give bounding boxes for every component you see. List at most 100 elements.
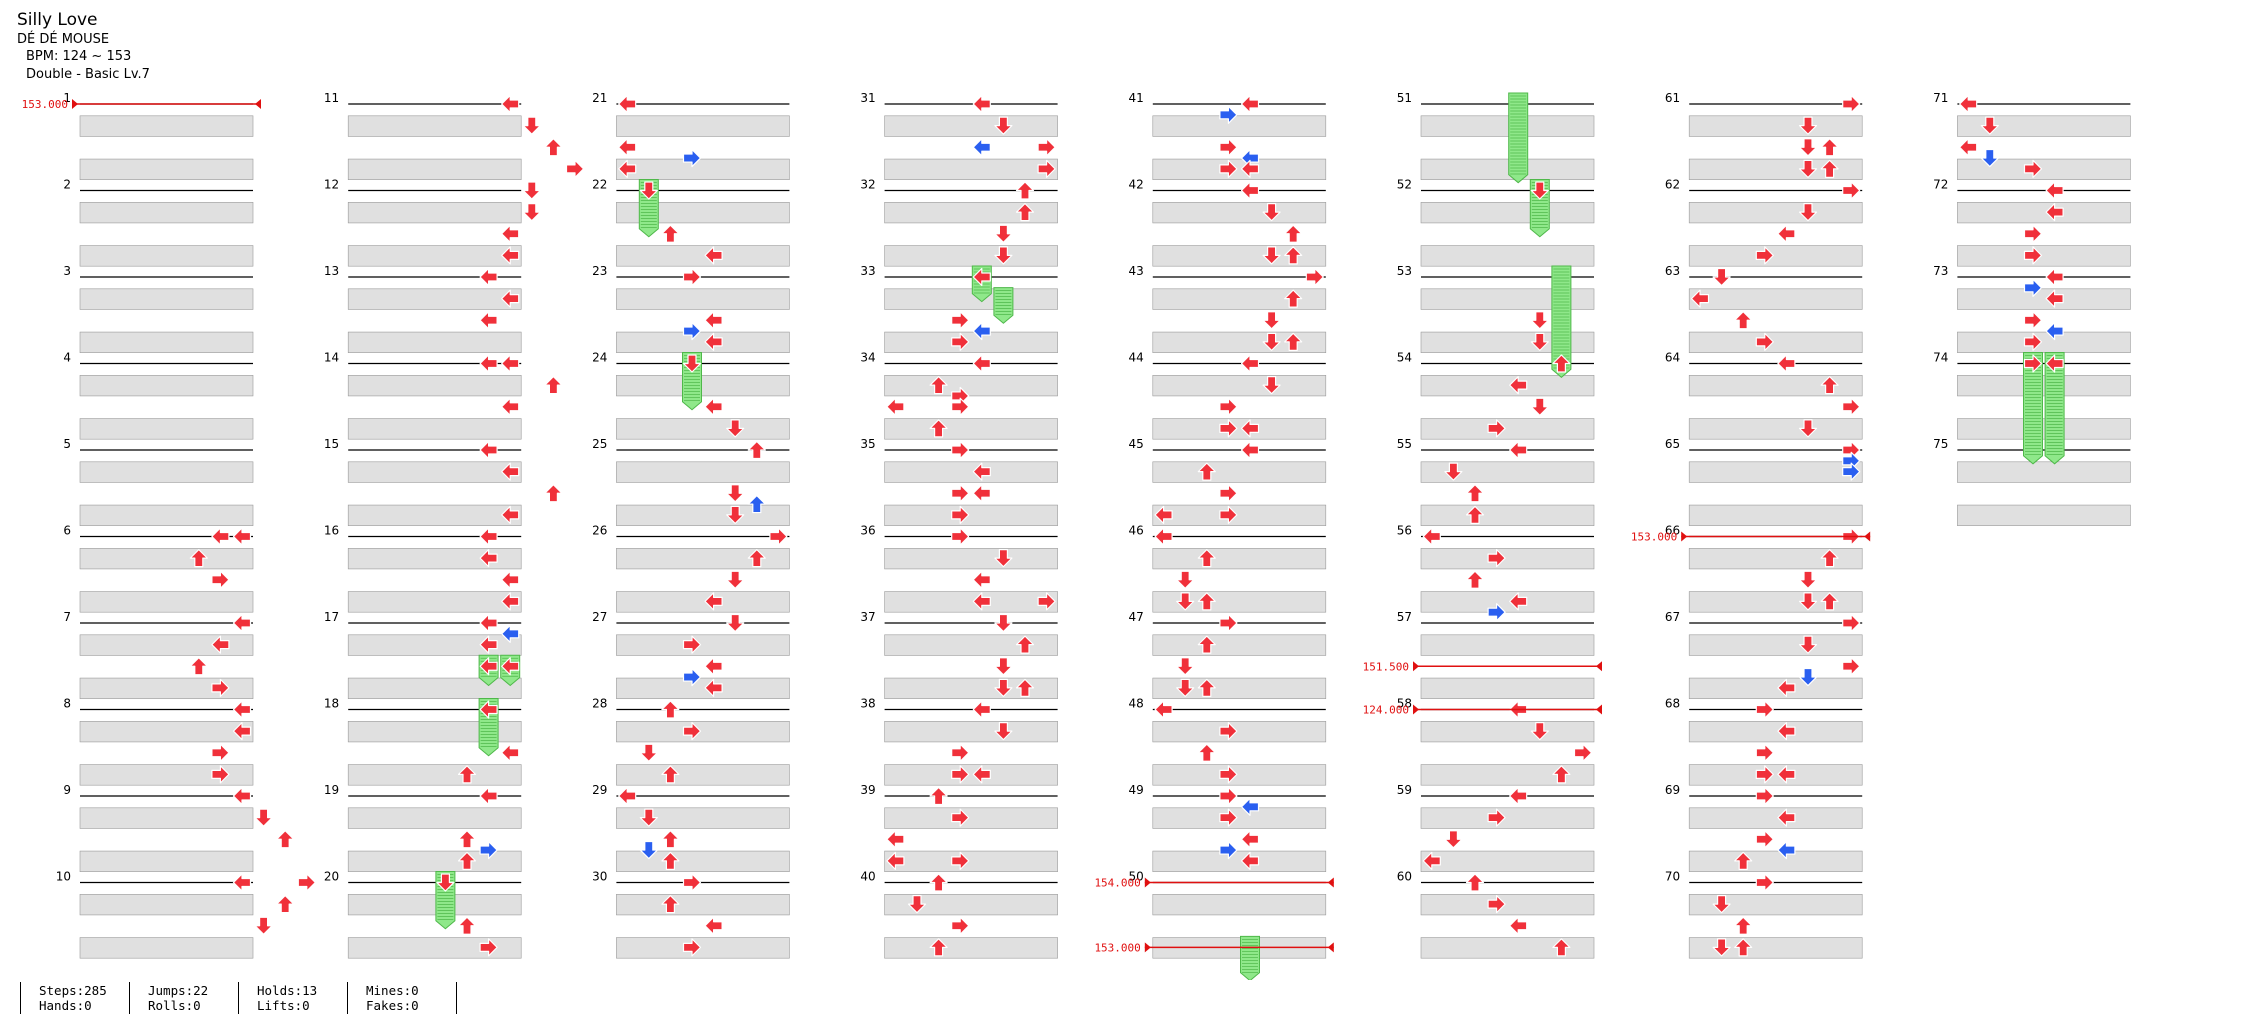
down-arrow-icon — [994, 678, 1013, 697]
right-arrow-icon — [297, 873, 316, 892]
arrow-shape — [1015, 635, 1035, 654]
down-arrow-icon — [1530, 722, 1549, 741]
beat-stripe — [1420, 591, 1595, 613]
arrow-shape — [1219, 105, 1238, 124]
right-arrow-icon — [951, 808, 970, 827]
arrow-shape — [1690, 289, 1710, 308]
arrow-shape — [639, 840, 658, 860]
bpm-marker-right — [1596, 704, 1602, 715]
measure-number: 22 — [592, 178, 607, 192]
measure-number: 30 — [592, 870, 607, 884]
down-arrow-icon — [1798, 667, 1818, 687]
left-arrow-icon — [1777, 765, 1796, 784]
measure-number: 50 — [1129, 870, 1144, 884]
beat-stripe — [79, 677, 254, 699]
arrow-shape — [501, 592, 520, 611]
up-arrow-icon — [1734, 938, 1753, 957]
bpm-value-label: 154.000 — [1094, 877, 1140, 890]
arrow-shape — [929, 873, 948, 892]
beat-stripe — [884, 721, 1058, 743]
up-arrow-icon — [661, 700, 680, 719]
measure-number: 29 — [592, 783, 607, 797]
left-arrow-icon — [2045, 354, 2064, 373]
bpm-marker-right — [1864, 531, 1871, 542]
right-arrow-icon — [1842, 462, 1861, 481]
arrow-shape — [1842, 462, 1861, 481]
arrow-shape — [1530, 181, 1549, 200]
arrow-shape — [704, 916, 723, 935]
arrow-shape — [1197, 592, 1216, 611]
beat-stripe — [79, 937, 254, 959]
arrow-shape — [544, 484, 563, 503]
bpm-changes-layer: 153.000 154.000 153.000 151.500 124.000 153.0… — [22, 98, 1871, 954]
arrows-layer — [189, 94, 2064, 957]
beat-stripe — [616, 461, 790, 483]
beat-stripe — [79, 504, 254, 526]
arrow-shape — [1820, 138, 1839, 157]
right-arrow-icon — [1842, 657, 1861, 676]
arrow-shape — [1509, 376, 1528, 395]
arrow-shape — [994, 678, 1013, 697]
left-arrow-icon — [501, 224, 520, 243]
right-arrow-icon — [1219, 840, 1238, 860]
down-arrow-icon — [994, 116, 1013, 135]
left-arrow-icon — [1509, 916, 1528, 935]
measure-grid: 1234567891011121314151617181920212223242… — [56, 91, 2131, 959]
arrow-shape — [1240, 830, 1260, 849]
down-arrow-icon — [726, 505, 745, 524]
up-arrow-icon — [457, 765, 477, 784]
arrow-shape — [951, 527, 970, 546]
bpm-range: BPM: 124 ~ 153 — [26, 49, 132, 64]
step-chart: 1234567891011121314151617181920212223242… — [22, 91, 2131, 980]
beat-stripe — [347, 245, 522, 267]
arrow-shape — [972, 700, 991, 719]
arrow-shape — [479, 527, 498, 546]
arrow-shape — [951, 311, 970, 330]
right-arrow-icon — [682, 667, 702, 687]
left-arrow-icon — [704, 311, 723, 330]
measure-number: 69 — [1665, 783, 1680, 797]
measure-number: 46 — [1129, 524, 1144, 538]
right-arrow-icon — [1219, 505, 1238, 524]
measure-number: 11 — [324, 91, 339, 105]
measure-number: 12 — [324, 178, 339, 192]
beat-stripe — [884, 807, 1058, 829]
left-arrow-icon — [479, 786, 498, 806]
arrow-shape — [951, 332, 970, 351]
measure-number: 34 — [860, 351, 875, 365]
arrow-shape — [1176, 678, 1195, 697]
beat-stripe — [616, 591, 790, 613]
up-arrow-icon — [1820, 592, 1839, 611]
bpm-marker-left — [1144, 942, 1151, 953]
up-arrow-icon — [1197, 592, 1216, 611]
left-arrow-icon — [501, 505, 520, 524]
left-arrow-icon — [972, 354, 991, 373]
left-arrow-icon — [886, 830, 905, 849]
right-arrow-icon — [1219, 786, 1238, 806]
arrow-shape — [1305, 267, 1324, 287]
arrow-shape — [1037, 592, 1056, 611]
measure-number: 6 — [63, 524, 71, 538]
right-arrow-icon — [1487, 549, 1506, 568]
arrow-shape — [211, 635, 230, 654]
down-arrow-icon — [522, 181, 541, 200]
left-arrow-icon — [618, 94, 637, 114]
arrow-shape — [479, 267, 498, 287]
arrow-shape — [1015, 203, 1035, 222]
arrow-shape — [929, 786, 948, 806]
arrow-shape — [501, 657, 520, 676]
measure-number: 56 — [1397, 524, 1412, 538]
mines-count: Mines:0 — [366, 983, 419, 998]
up-arrow-icon — [747, 440, 766, 460]
beat-stripe — [347, 850, 522, 872]
arrow-shape — [1980, 148, 1999, 168]
beat-stripe — [1420, 158, 1595, 180]
down-arrow-icon — [1798, 203, 1818, 222]
right-arrow-icon — [1755, 786, 1774, 806]
arrow-shape — [747, 440, 766, 460]
measure-number: 1 — [63, 91, 71, 105]
arrow-shape — [436, 873, 455, 892]
arrow-shape — [1552, 354, 1571, 373]
down-arrow-icon — [1262, 203, 1281, 222]
left-arrow-icon — [1509, 592, 1528, 611]
